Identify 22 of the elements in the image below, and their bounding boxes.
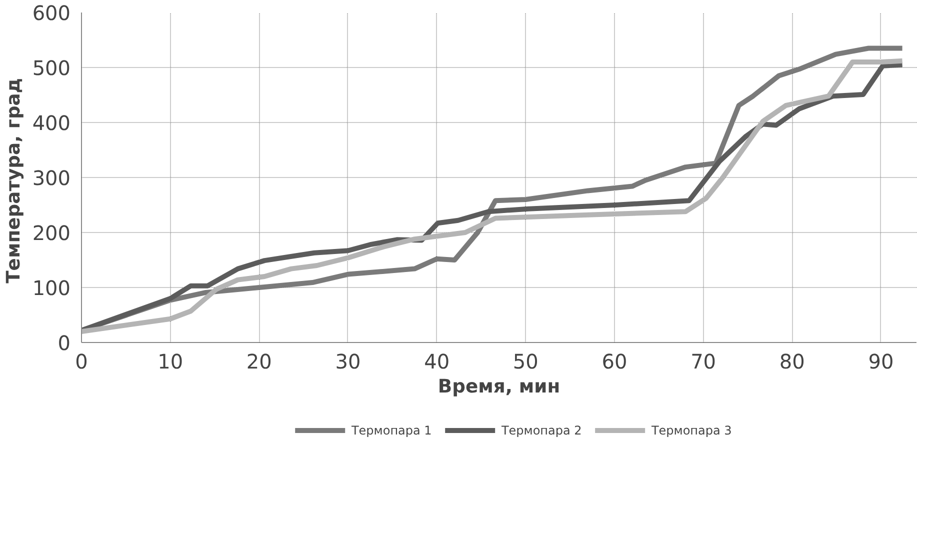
x-axis-title: Время, мин bbox=[438, 376, 560, 398]
x-tick-label: 60 bbox=[602, 350, 628, 374]
x-tick-label: 10 bbox=[158, 350, 184, 374]
y-tick-label: 600 bbox=[32, 1, 71, 25]
x-tick-label: 40 bbox=[424, 350, 450, 374]
x-tick-label: 80 bbox=[779, 350, 805, 374]
y-tick-label: 0 bbox=[58, 331, 71, 355]
y-tick-label: 400 bbox=[32, 111, 71, 135]
y-tick-label: 300 bbox=[32, 166, 71, 190]
legend-label: Термопара 3 bbox=[650, 424, 732, 438]
y-axis-title: Температура, град bbox=[3, 78, 24, 284]
legend-label: Термопара 1 bbox=[350, 424, 432, 438]
y-tick-label: 200 bbox=[32, 221, 71, 245]
x-tick-label: 90 bbox=[868, 350, 894, 374]
y-tick-label: 100 bbox=[32, 276, 71, 300]
y-tick-label: 500 bbox=[32, 56, 71, 80]
x-tick-label: 70 bbox=[690, 350, 716, 374]
x-tick-label: 20 bbox=[246, 350, 272, 374]
x-tick-label: 0 bbox=[75, 350, 88, 374]
legend-label: Термопара 2 bbox=[500, 424, 582, 438]
x-tick-label: 50 bbox=[512, 350, 538, 374]
x-tick-label: 30 bbox=[335, 350, 361, 374]
